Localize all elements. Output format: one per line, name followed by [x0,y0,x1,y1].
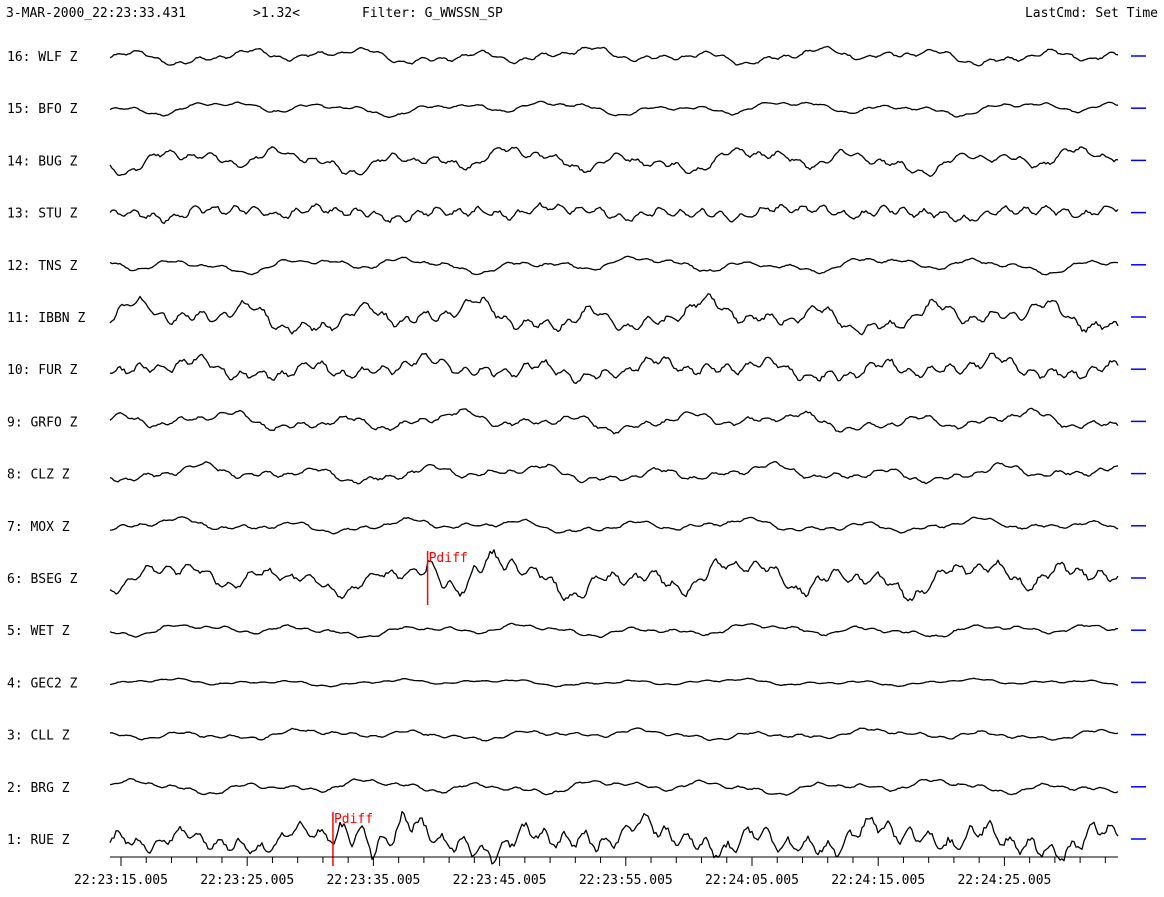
trace-clz-z[interactable] [109,460,1119,485]
trace-cll-z[interactable] [110,727,1119,742]
channel-label-wet-z[interactable]: 5: WET Z [7,624,70,639]
trace-bseg-z[interactable] [109,549,1119,602]
channel-label-brg-z[interactable]: 2: BRG Z [7,781,70,796]
trace-ibbn-z[interactable] [109,293,1119,336]
time-axis-label: 22:23:45.005 [453,873,547,888]
channel-label-stu-z[interactable]: 13: STU Z [7,207,78,222]
trace-wlf-z[interactable] [109,45,1119,67]
channel-label-bseg-z[interactable]: 6: BSEG Z [7,572,78,587]
channel-label-fur-z[interactable]: 10: FUR Z [7,363,78,378]
channel-label-gec2-z[interactable]: 4: GEC2 Z [7,676,78,691]
trace-wet-z[interactable] [109,622,1119,639]
time-axis-label: 22:23:35.005 [326,873,420,888]
trace-gec2-z[interactable] [109,677,1119,688]
pick-label-rue-z[interactable]: Pdiff [334,812,373,827]
channel-label-rue-z[interactable]: 1: RUE Z [7,833,70,848]
trace-brg-z[interactable] [109,777,1119,796]
channel-label-cll-z[interactable]: 3: CLL Z [7,729,70,744]
channel-label-wlf-z[interactable]: 16: WLF Z [7,50,78,65]
header-scale: >1.32< [253,6,300,21]
time-axis-label: 22:24:05.005 [705,873,799,888]
trace-fur-z[interactable] [109,352,1119,385]
time-axis-label: 22:23:15.005 [74,873,168,888]
header-filter: Filter: G_WWSSN_SP [362,6,503,21]
trace-tns-z[interactable] [109,255,1119,276]
trace-stu-z[interactable] [109,202,1119,225]
trace-rue-z[interactable] [109,810,1119,865]
channel-label-ibbn-z[interactable]: 11: IBBN Z [7,311,85,326]
header-time: 3-MAR-2000_22:23:33.431 [6,6,187,21]
trace-grfo-z[interactable] [109,407,1119,435]
trace-bug-z[interactable] [109,146,1119,177]
channel-label-bug-z[interactable]: 14: BUG Z [7,154,78,169]
pick-label-bseg-z[interactable]: Pdiff [429,551,468,566]
time-axis-label: 22:23:25.005 [200,873,294,888]
time-axis-label: 22:23:55.005 [579,873,673,888]
channel-label-grfo-z[interactable]: 9: GRFO Z [7,415,78,430]
channel-label-bfo-z[interactable]: 15: BFO Z [7,102,78,117]
channel-label-tns-z[interactable]: 12: TNS Z [7,259,78,274]
channel-label-clz-z[interactable]: 8: CLZ Z [7,468,70,483]
trace-bfo-z[interactable] [109,100,1119,118]
trace-mox-z[interactable] [109,516,1119,535]
header-last-command: LastCmd: Set Time [1024,6,1158,21]
time-axis-label: 22:24:15.005 [831,873,925,888]
time-axis-label: 22:24:25.005 [957,873,1051,888]
channel-label-mox-z[interactable]: 7: MOX Z [7,520,70,535]
